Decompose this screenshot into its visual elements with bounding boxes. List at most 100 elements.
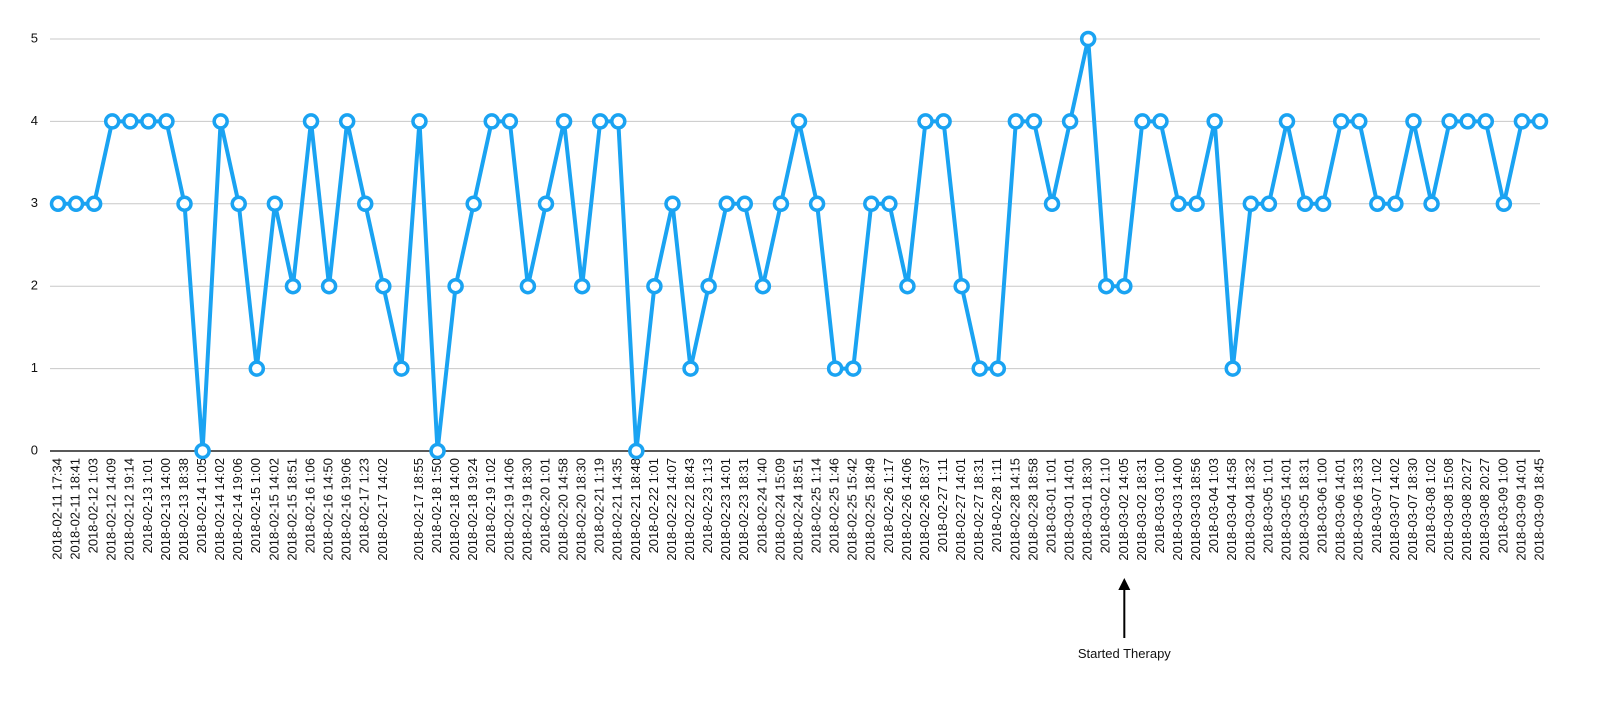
data-point (393, 360, 410, 377)
data-point (682, 360, 699, 377)
data-point (664, 195, 681, 213)
data-point (1278, 113, 1296, 130)
data-point (754, 277, 772, 295)
data-point (465, 195, 482, 213)
x-tick-label: 2018-02-27 14:01 (953, 458, 968, 561)
data-point (808, 195, 826, 213)
data-point (1332, 113, 1350, 130)
data-point (302, 113, 320, 130)
data-point (67, 195, 85, 213)
x-tick-label: 2018-02-20 1:01 (537, 458, 552, 553)
x-tick-label: 2018-03-07 18:30 (1405, 458, 1420, 561)
x-tick-label: 2018-02-16 14:50 (321, 458, 336, 561)
x-tick-label: 2018-02-18 1:50 (429, 458, 444, 553)
x-tick-label: 2018-02-19 1:02 (483, 458, 498, 553)
data-point (1513, 113, 1531, 130)
data-point (122, 113, 139, 130)
data-point (1351, 113, 1368, 130)
data-point (212, 113, 229, 130)
x-tick-label: 2018-02-22 1:01 (646, 458, 661, 553)
x-tick-label: 2018-02-22 14:07 (664, 458, 679, 561)
data-point (519, 277, 537, 295)
x-tick-label: 2018-02-15 18:51 (284, 458, 299, 561)
data-point (1441, 113, 1458, 130)
data-point (953, 277, 970, 295)
data-point (844, 360, 862, 377)
x-tick-label: 2018-03-08 20:27 (1477, 458, 1492, 561)
data-point (176, 195, 193, 213)
data-point (1260, 195, 1278, 213)
x-tick-label: 2018-03-05 14:01 (1278, 458, 1293, 561)
data-point (1170, 195, 1187, 213)
annotation-text: Started Therapy (1078, 646, 1171, 661)
x-tick-label: 2018-02-21 18:48 (628, 458, 643, 561)
x-tick-label: 2018-02-15 1:00 (248, 458, 263, 553)
data-point (1097, 277, 1115, 295)
data-point (1007, 113, 1025, 130)
x-tick-label: 2018-03-06 18:33 (1351, 458, 1366, 561)
data-point (356, 195, 374, 213)
data-point (772, 195, 790, 213)
x-tick-label: 2018-02-14 1:05 (194, 458, 209, 553)
data-point (1459, 113, 1476, 130)
data-point (826, 360, 844, 377)
x-tick-label: 2018-02-23 18:31 (736, 458, 751, 561)
x-tick-label: 2018-02-12 1:03 (86, 458, 101, 553)
x-tick-label: 2018-02-11 17:34 (49, 458, 64, 560)
data-point (375, 277, 392, 295)
data-point (230, 195, 247, 213)
data-point (158, 113, 175, 130)
data-point (935, 113, 952, 130)
x-tick-label: 2018-02-17 14:02 (375, 458, 390, 561)
y-tick-label: 1 (31, 360, 38, 375)
x-tick-label: 2018-02-25 18:49 (863, 458, 878, 561)
data-point (1423, 195, 1440, 213)
data-point (917, 113, 934, 130)
x-tick-label: 2018-03-07 14:02 (1387, 458, 1402, 561)
y-tick-label: 2 (31, 278, 38, 293)
x-tick-label: 2018-02-18 14:00 (447, 458, 462, 561)
data-point (429, 442, 446, 460)
x-tick-label: 2018-02-24 18:51 (790, 458, 805, 561)
x-tick-label: 2018-03-03 1:00 (1152, 458, 1167, 553)
data-point (1188, 195, 1205, 213)
x-tick-label: 2018-02-12 14:09 (104, 458, 119, 561)
data-point (1495, 195, 1513, 213)
x-tick-label: 2018-03-01 14:01 (1062, 458, 1077, 561)
y-tick-label: 0 (31, 442, 38, 457)
x-tick-label: 2018-02-24 1:40 (754, 458, 769, 553)
data-point (555, 113, 573, 130)
x-tick-label: 2018-02-15 14:02 (266, 458, 281, 561)
x-tick-label: 2018-02-17 1:23 (357, 458, 372, 553)
x-tick-label: 2018-03-01 18:30 (1080, 458, 1095, 561)
data-point (85, 195, 103, 213)
data-point (1387, 195, 1404, 213)
data-point (103, 113, 121, 130)
x-tick-label: 2018-02-23 14:01 (718, 458, 733, 561)
x-tick-label: 2018-02-21 1:19 (592, 458, 607, 553)
data-point (1296, 195, 1314, 213)
x-tick-label: 2018-02-24 15:09 (772, 458, 787, 561)
data-point (248, 360, 266, 377)
x-tick-label: 2018-02-13 18:38 (176, 458, 191, 561)
x-tick-label: 2018-02-11 18:41 (68, 458, 83, 560)
data-point (501, 113, 519, 130)
x-tick-label: 2018-02-28 14:15 (1007, 458, 1022, 561)
data-point (1531, 113, 1549, 130)
data-point (1061, 113, 1079, 130)
x-tick-label: 2018-03-04 18:32 (1242, 458, 1257, 561)
x-tick-label: 2018-03-04 1:03 (1206, 458, 1221, 553)
data-point (1134, 113, 1151, 130)
x-tick-label: 2018-03-06 1:00 (1315, 458, 1330, 553)
x-tick-label: 2018-02-28 18:58 (1025, 458, 1040, 561)
data-point (790, 113, 808, 130)
data-point (610, 113, 627, 130)
x-tick-label: 2018-02-14 14:02 (212, 458, 227, 561)
x-tick-label: 2018-02-20 18:30 (574, 458, 589, 561)
data-point (646, 277, 663, 295)
x-tick-label: 2018-02-16 19:06 (339, 458, 354, 561)
data-point (1116, 277, 1133, 295)
data-point (863, 195, 880, 213)
data-point (989, 360, 1007, 377)
